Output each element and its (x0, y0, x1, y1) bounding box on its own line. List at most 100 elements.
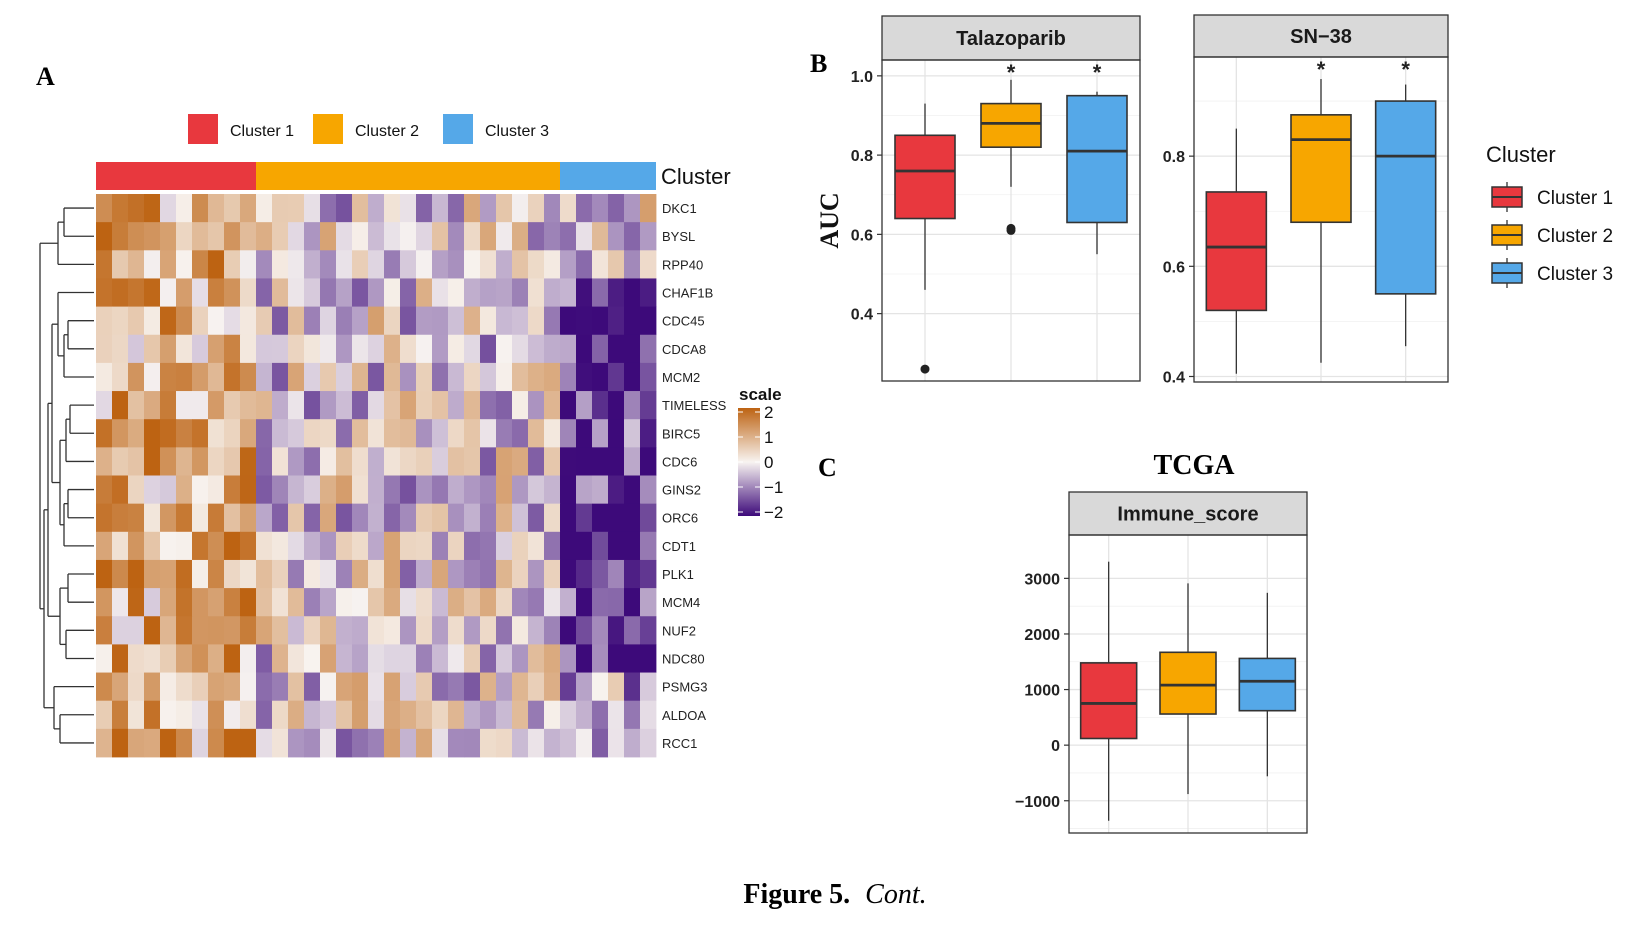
heatmap-cell (384, 503, 401, 533)
heatmap-cell (368, 559, 385, 589)
heatmap-cell (224, 559, 241, 589)
facet-strip (1193, 14, 1449, 58)
heatmap-cell (464, 250, 481, 279)
heatmap-cell (256, 700, 273, 730)
colorbar-tick-label: −1 (764, 478, 783, 497)
heatmap-cell (608, 222, 625, 251)
heatmap-cell (480, 447, 497, 476)
heatmap-cell (272, 362, 289, 392)
heatmap-cell (560, 475, 577, 505)
heatmap-cell (352, 362, 369, 392)
heatmap-cell (544, 503, 561, 533)
heatmap-cell (160, 644, 177, 673)
heatmap-cell (224, 250, 241, 279)
heatmap-cell (560, 588, 577, 617)
heatmap-cell (608, 362, 625, 392)
heatmap-cell (576, 475, 593, 505)
heatmap-cell (480, 419, 497, 448)
heatmap-cell (592, 278, 609, 307)
heatmap-cell (160, 419, 177, 448)
heatmap-cell (224, 503, 241, 533)
heatmap-cell (544, 447, 561, 476)
heatmap-cell (144, 278, 161, 307)
heatmap-cell (240, 475, 257, 505)
facet-label: SN−38 (1290, 26, 1352, 48)
heatmap-cell (128, 672, 145, 702)
figure-caption: Figure 5. Cont. (743, 879, 926, 910)
heatmap-cell (512, 447, 529, 476)
heatmap-cell (352, 672, 369, 702)
heatmap-cell (384, 250, 401, 279)
heatmap-cell (144, 644, 161, 673)
heatmap-cell (192, 194, 209, 223)
heatmap-cell (160, 503, 177, 533)
heatmap-cell (256, 194, 273, 223)
heatmap-cell (176, 588, 193, 617)
heatmap-cell (640, 391, 657, 420)
heatmap-cell (624, 503, 641, 533)
heatmap-cell (416, 531, 433, 561)
heatmap-cell (480, 334, 497, 364)
heatmap-cell (576, 362, 593, 392)
heatmap-cell (160, 672, 177, 702)
heatmap-cell (336, 447, 353, 476)
heatmap-cell (192, 419, 209, 448)
heatmap-cell (352, 475, 369, 505)
heatmap-cell (192, 700, 209, 730)
colorbar-tick-label: 0 (764, 453, 773, 472)
heatmap-cell (224, 475, 241, 505)
box (1079, 662, 1138, 740)
heatmap-legend-label: Cluster 2 (355, 123, 419, 140)
heatmap-cell (176, 503, 193, 533)
caption-label: Figure 5. (743, 879, 850, 910)
heatmap-cell (128, 588, 145, 617)
heatmap-cell (624, 419, 641, 448)
heatmap-cell (240, 194, 257, 223)
heatmap-cell (288, 588, 305, 617)
heatmap-cell (192, 362, 209, 392)
heatmap-cell (304, 194, 321, 223)
heatmap-cell (272, 419, 289, 448)
heatmap-cell (128, 194, 145, 223)
heatmap-cell (240, 278, 257, 307)
heatmap-cell (160, 250, 177, 279)
heatmap-cell (240, 222, 257, 251)
heatmap-cell (176, 672, 193, 702)
heatmap-cell (576, 278, 593, 307)
heatmap-cell (336, 700, 353, 730)
outlier-point (920, 364, 930, 374)
y-tick-label: 0.4 (851, 307, 873, 324)
heatmap-cell (272, 503, 289, 533)
heatmap-cell (400, 728, 417, 758)
heatmap-cell (496, 250, 513, 279)
heatmap-cell (448, 447, 465, 476)
heatmap-cell (528, 475, 545, 505)
heatmap-cell (528, 588, 545, 617)
heatmap-cell (272, 222, 289, 251)
heatmap-cell (400, 194, 417, 223)
heatmap-cell (432, 531, 449, 561)
heatmap-cell (544, 334, 561, 364)
heatmap-cell (416, 616, 433, 645)
heatmap-cell (144, 531, 161, 561)
heatmap-cell (368, 419, 385, 448)
heatmap-cell (288, 391, 305, 420)
heatmap-cell (304, 278, 321, 307)
heatmap-cell (384, 728, 401, 758)
heatmap-cell (128, 644, 145, 673)
heatmap-cell (464, 616, 481, 645)
gene-label: PLK1 (662, 567, 694, 582)
heatmap-cell (160, 728, 177, 758)
gene-label: RPP40 (662, 257, 703, 272)
heatmap-cell (240, 531, 257, 561)
heatmap-cell (592, 362, 609, 392)
panel-label-c: C (818, 453, 837, 482)
outlier-point (1006, 223, 1016, 233)
heatmap-cell (544, 616, 561, 645)
heatmap-cell (480, 672, 497, 702)
heatmap-cell (400, 362, 417, 392)
heatmap-cell (112, 559, 129, 589)
heatmap-cell (112, 250, 129, 279)
heatmap-cell (400, 559, 417, 589)
